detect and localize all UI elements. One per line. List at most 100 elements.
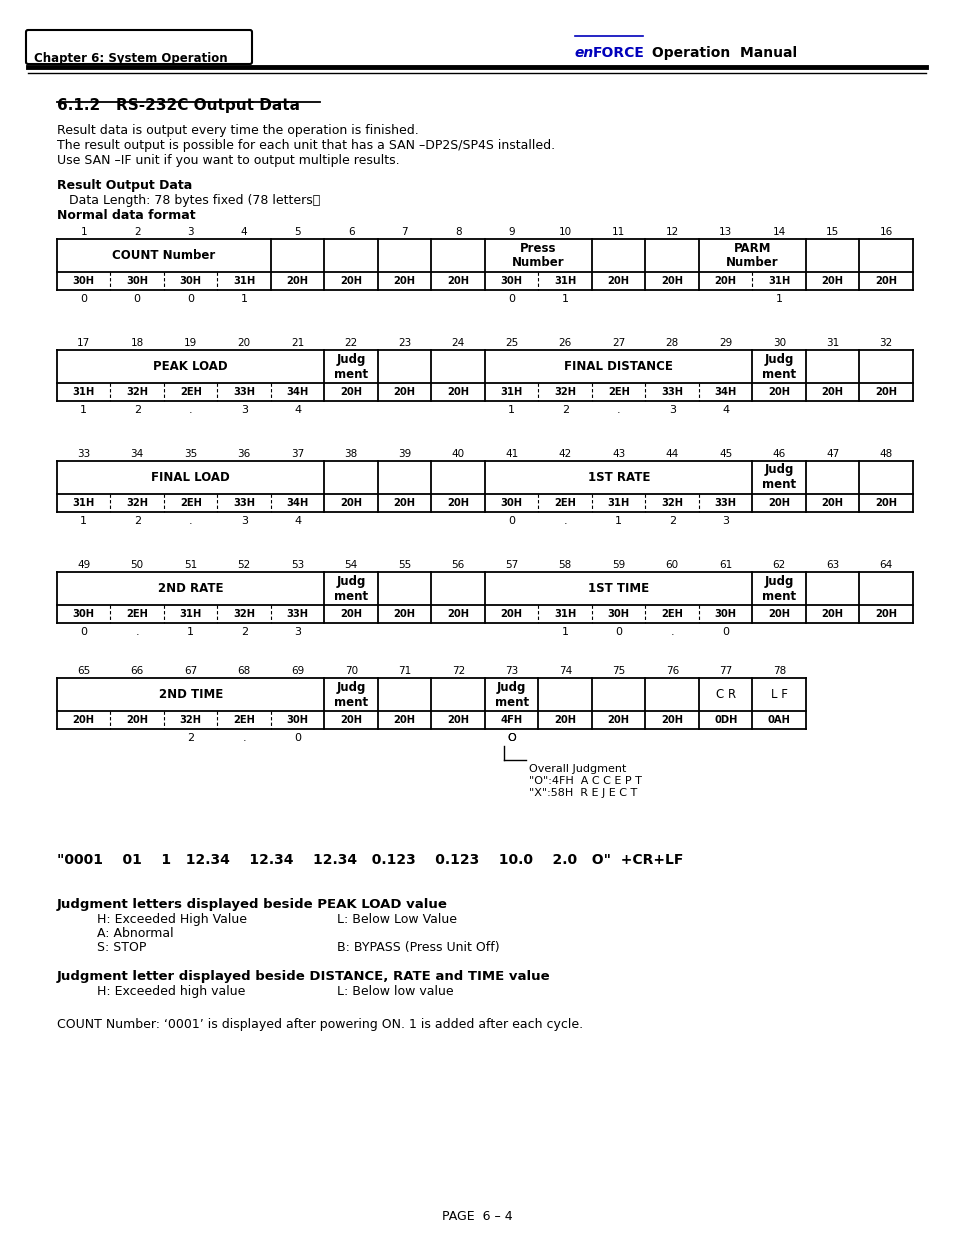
Bar xyxy=(699,678,752,711)
Text: 2: 2 xyxy=(668,516,675,526)
Bar xyxy=(324,572,377,605)
Text: 54: 54 xyxy=(344,559,357,571)
Text: 30H: 30H xyxy=(714,609,736,619)
Text: 3: 3 xyxy=(721,516,728,526)
Text: 20H: 20H xyxy=(767,387,789,396)
Text: 30H: 30H xyxy=(287,715,309,725)
Text: 61: 61 xyxy=(719,559,732,571)
Text: 66: 66 xyxy=(131,666,144,676)
Text: 1ST TIME: 1ST TIME xyxy=(588,582,649,595)
Text: 20H: 20H xyxy=(607,275,629,287)
Text: 72: 72 xyxy=(451,666,464,676)
Text: 31H: 31H xyxy=(233,275,255,287)
Text: 20H: 20H xyxy=(500,609,522,619)
Text: 20H: 20H xyxy=(660,715,682,725)
Text: 74: 74 xyxy=(558,666,571,676)
Text: 45: 45 xyxy=(719,450,732,459)
Text: .: . xyxy=(563,516,566,526)
Text: COUNT Number: COUNT Number xyxy=(112,249,215,262)
Text: 23: 23 xyxy=(397,338,411,348)
Text: 4: 4 xyxy=(294,516,301,526)
Text: 15: 15 xyxy=(825,227,839,237)
Text: 0: 0 xyxy=(508,294,515,304)
Text: 10: 10 xyxy=(558,227,571,237)
Text: 41: 41 xyxy=(504,450,517,459)
Text: "O":4FH  A C C E P T: "O":4FH A C C E P T xyxy=(528,776,641,785)
Text: 32: 32 xyxy=(879,338,892,348)
Text: 2: 2 xyxy=(133,405,141,415)
Text: 31H: 31H xyxy=(72,387,94,396)
Text: 46: 46 xyxy=(772,450,785,459)
Text: 2EH: 2EH xyxy=(179,498,201,508)
Bar xyxy=(484,572,752,605)
Text: 0: 0 xyxy=(187,294,194,304)
Text: 0DH: 0DH xyxy=(713,715,737,725)
Text: 20H: 20H xyxy=(340,715,362,725)
Text: 0AH: 0AH xyxy=(767,715,790,725)
Text: 1: 1 xyxy=(508,405,515,415)
Text: 20H: 20H xyxy=(287,275,309,287)
Text: 1: 1 xyxy=(187,627,194,637)
Text: .: . xyxy=(135,627,139,637)
Text: 4: 4 xyxy=(241,227,247,237)
Text: 0: 0 xyxy=(133,294,141,304)
Text: 20H: 20H xyxy=(821,609,842,619)
Text: 48: 48 xyxy=(879,450,892,459)
Bar xyxy=(57,572,324,605)
Bar xyxy=(752,572,805,605)
Text: L: Below Low Value: L: Below Low Value xyxy=(336,913,456,926)
Text: 1: 1 xyxy=(80,227,87,237)
Text: 20H: 20H xyxy=(821,387,842,396)
Text: 20H: 20H xyxy=(394,609,416,619)
Text: Result data is output every time the operation is finished.: Result data is output every time the ope… xyxy=(57,124,418,137)
Text: 34H: 34H xyxy=(286,387,309,396)
Text: 6.1.2   RS-232C Output Data: 6.1.2 RS-232C Output Data xyxy=(57,98,299,112)
Text: COUNT Number: ‘0001’ is displayed after powering ON. 1 is added after each cycle: COUNT Number: ‘0001’ is displayed after … xyxy=(57,1018,582,1031)
Text: 69: 69 xyxy=(291,666,304,676)
Text: 19: 19 xyxy=(184,338,197,348)
Text: 20H: 20H xyxy=(126,715,148,725)
Text: 20H: 20H xyxy=(340,609,362,619)
Text: 20H: 20H xyxy=(394,498,416,508)
Text: C R: C R xyxy=(715,688,735,701)
Text: 31H: 31H xyxy=(607,498,629,508)
Text: 33H: 33H xyxy=(287,609,309,619)
Text: 31H: 31H xyxy=(72,498,94,508)
Text: 36: 36 xyxy=(237,450,251,459)
Text: 20H: 20H xyxy=(874,275,897,287)
Text: Press
Number: Press Number xyxy=(512,242,564,269)
Text: .: . xyxy=(670,627,674,637)
Bar xyxy=(57,461,324,494)
Text: 29: 29 xyxy=(719,338,732,348)
Text: 0: 0 xyxy=(80,627,87,637)
Bar xyxy=(484,350,752,383)
Text: 20H: 20H xyxy=(72,715,94,725)
Bar xyxy=(57,678,324,711)
Text: 76: 76 xyxy=(665,666,679,676)
Text: 50: 50 xyxy=(131,559,144,571)
Text: Judg
ment: Judg ment xyxy=(495,680,528,709)
Text: 52: 52 xyxy=(237,559,251,571)
Text: Use SAN –IF unit if you want to output multiple results.: Use SAN –IF unit if you want to output m… xyxy=(57,154,399,167)
Text: 3: 3 xyxy=(294,627,301,637)
Text: 40: 40 xyxy=(451,450,464,459)
Bar xyxy=(484,240,592,272)
Text: 13: 13 xyxy=(719,227,732,237)
Text: 32H: 32H xyxy=(126,387,148,396)
Text: Operation  Manual: Operation Manual xyxy=(646,46,797,61)
Text: 33: 33 xyxy=(77,450,91,459)
Text: 64: 64 xyxy=(879,559,892,571)
Text: 35: 35 xyxy=(184,450,197,459)
Bar xyxy=(699,240,805,272)
Text: 57: 57 xyxy=(504,559,517,571)
Text: 33H: 33H xyxy=(660,387,682,396)
Text: The result output is possible for each unit that has a SAN –DP2S/SP4S installed.: The result output is possible for each u… xyxy=(57,140,555,152)
Text: PAGE  6 – 4: PAGE 6 – 4 xyxy=(441,1210,512,1223)
Text: 0: 0 xyxy=(294,734,301,743)
Text: 2: 2 xyxy=(187,734,194,743)
Text: 20H: 20H xyxy=(394,387,416,396)
Text: A: Abnormal: A: Abnormal xyxy=(97,927,173,940)
Text: en: en xyxy=(575,46,594,61)
Text: 20H: 20H xyxy=(447,715,469,725)
Text: 4: 4 xyxy=(721,405,728,415)
